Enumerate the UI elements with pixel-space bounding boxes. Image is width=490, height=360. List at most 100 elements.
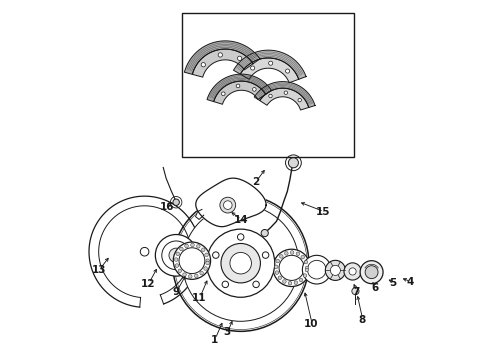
Circle shape xyxy=(291,251,294,254)
Circle shape xyxy=(298,98,301,102)
Circle shape xyxy=(305,268,309,272)
Circle shape xyxy=(285,252,288,255)
Circle shape xyxy=(286,69,290,73)
Text: 11: 11 xyxy=(192,293,206,303)
Circle shape xyxy=(344,263,361,280)
Circle shape xyxy=(175,264,179,267)
Circle shape xyxy=(279,255,283,258)
Circle shape xyxy=(183,273,186,276)
Circle shape xyxy=(278,276,282,280)
Circle shape xyxy=(365,266,378,279)
Text: 2: 2 xyxy=(252,177,259,187)
Circle shape xyxy=(201,248,205,252)
Text: 9: 9 xyxy=(172,287,180,297)
Circle shape xyxy=(304,260,308,264)
Circle shape xyxy=(261,229,269,237)
Text: 3: 3 xyxy=(223,327,231,337)
Circle shape xyxy=(360,261,383,284)
Circle shape xyxy=(325,260,345,280)
Circle shape xyxy=(172,195,309,331)
Circle shape xyxy=(275,271,279,274)
Text: 16: 16 xyxy=(160,202,174,212)
Circle shape xyxy=(173,242,211,279)
Circle shape xyxy=(183,205,299,321)
Circle shape xyxy=(218,53,222,57)
Text: 10: 10 xyxy=(304,319,319,329)
Circle shape xyxy=(252,87,256,91)
Circle shape xyxy=(204,267,207,270)
Circle shape xyxy=(179,247,183,251)
Polygon shape xyxy=(89,196,200,307)
Circle shape xyxy=(303,274,307,277)
Circle shape xyxy=(206,259,210,262)
Text: 14: 14 xyxy=(233,215,248,225)
Circle shape xyxy=(294,281,297,284)
Circle shape xyxy=(307,260,326,279)
Circle shape xyxy=(269,61,273,65)
Text: 5: 5 xyxy=(389,278,396,288)
Circle shape xyxy=(222,281,228,288)
Polygon shape xyxy=(193,49,253,77)
Circle shape xyxy=(140,247,149,256)
Circle shape xyxy=(301,255,304,259)
Circle shape xyxy=(302,255,331,284)
Circle shape xyxy=(221,243,260,283)
Polygon shape xyxy=(214,81,266,104)
Polygon shape xyxy=(254,82,315,108)
Text: 1: 1 xyxy=(211,334,218,345)
Circle shape xyxy=(262,252,269,258)
Circle shape xyxy=(205,253,208,257)
Circle shape xyxy=(189,275,192,278)
Text: 8: 8 xyxy=(358,315,366,325)
Circle shape xyxy=(220,197,236,213)
Circle shape xyxy=(299,278,303,282)
Circle shape xyxy=(155,234,197,276)
Polygon shape xyxy=(240,58,299,83)
Polygon shape xyxy=(234,50,306,79)
Polygon shape xyxy=(207,74,271,102)
Circle shape xyxy=(221,92,225,96)
Circle shape xyxy=(176,252,179,256)
Polygon shape xyxy=(260,88,309,110)
Text: 15: 15 xyxy=(316,207,330,217)
Circle shape xyxy=(236,84,240,88)
Circle shape xyxy=(223,201,232,210)
Text: 6: 6 xyxy=(371,283,379,293)
Circle shape xyxy=(191,243,194,247)
Circle shape xyxy=(276,259,280,263)
Circle shape xyxy=(289,158,298,168)
Circle shape xyxy=(305,266,309,270)
Circle shape xyxy=(253,281,259,288)
Circle shape xyxy=(201,63,205,67)
Circle shape xyxy=(174,258,178,261)
Circle shape xyxy=(279,255,304,280)
Circle shape xyxy=(195,274,198,278)
Circle shape xyxy=(250,66,255,70)
Polygon shape xyxy=(184,41,260,75)
Circle shape xyxy=(169,248,183,262)
Circle shape xyxy=(238,56,242,60)
Circle shape xyxy=(196,244,200,248)
Circle shape xyxy=(173,199,179,206)
Polygon shape xyxy=(196,178,266,227)
Circle shape xyxy=(238,234,244,240)
Circle shape xyxy=(206,261,209,265)
Circle shape xyxy=(349,268,356,275)
Circle shape xyxy=(352,288,359,295)
Bar xyxy=(182,13,354,157)
Text: 4: 4 xyxy=(406,277,414,287)
Circle shape xyxy=(274,265,278,269)
Circle shape xyxy=(283,280,286,283)
Circle shape xyxy=(330,265,341,275)
Circle shape xyxy=(269,94,272,98)
Circle shape xyxy=(273,249,310,287)
Circle shape xyxy=(207,229,275,297)
Text: 12: 12 xyxy=(141,279,155,289)
Circle shape xyxy=(288,282,292,285)
Circle shape xyxy=(230,252,251,274)
Text: 13: 13 xyxy=(92,265,106,275)
Circle shape xyxy=(178,269,182,273)
Circle shape xyxy=(296,252,300,256)
Circle shape xyxy=(162,241,191,270)
Polygon shape xyxy=(196,210,204,220)
